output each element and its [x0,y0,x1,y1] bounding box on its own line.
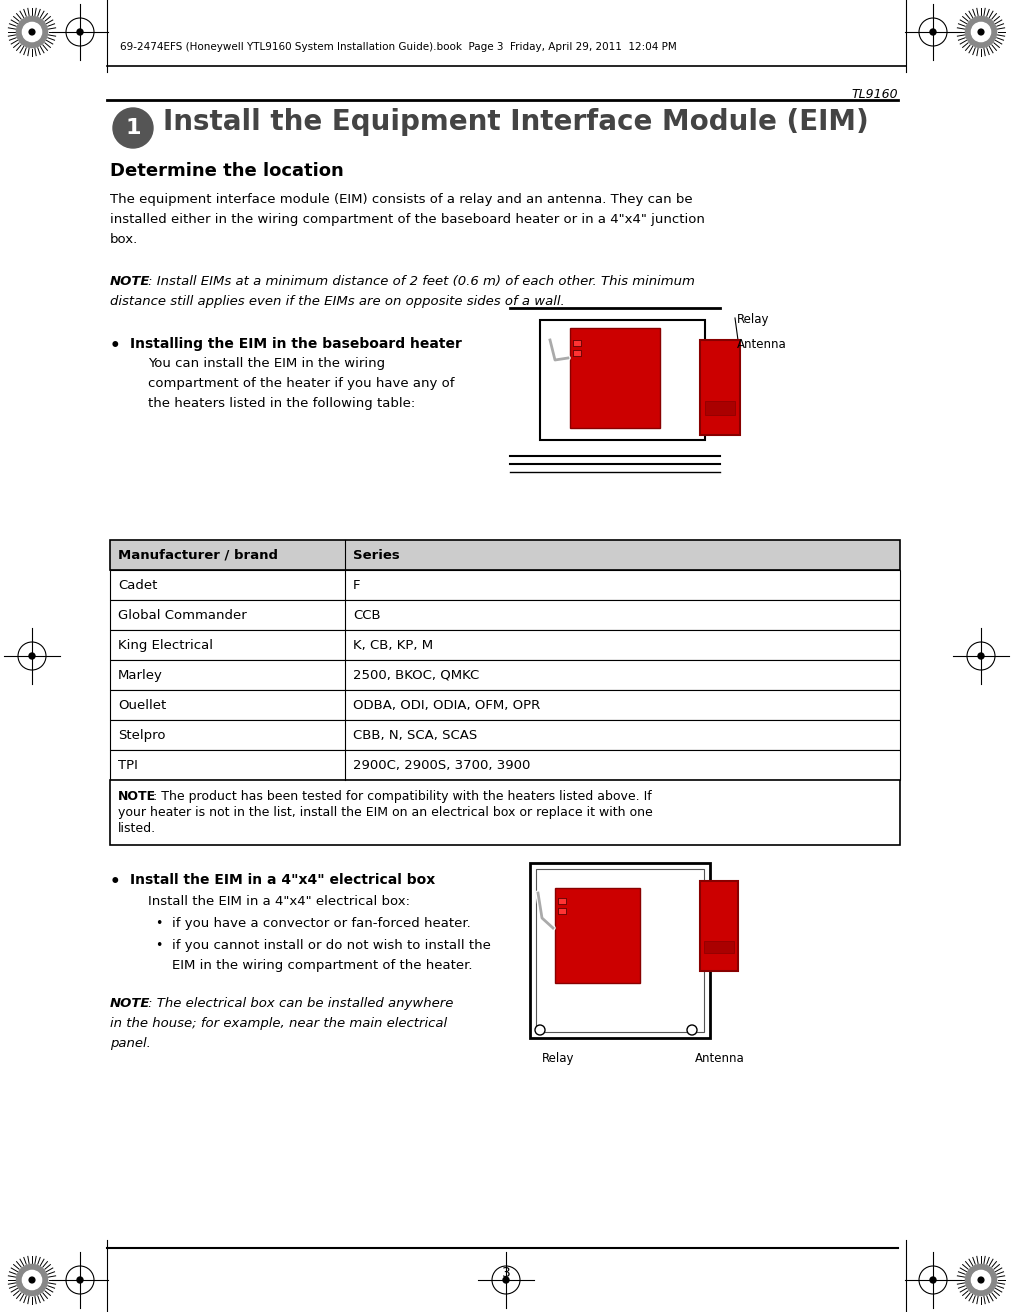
Text: NOTE: NOTE [110,997,150,1010]
Text: panel.: panel. [110,1036,151,1050]
Text: Install the EIM in a 4"x4" electrical box: Install the EIM in a 4"x4" electrical bo… [130,872,436,887]
Text: K, CB, KP, M: K, CB, KP, M [353,639,434,652]
Text: Manufacturer / brand: Manufacturer / brand [118,548,278,562]
Circle shape [979,29,984,35]
Circle shape [978,653,984,659]
Circle shape [22,22,42,42]
Circle shape [77,1277,83,1283]
Text: Global Commander: Global Commander [118,609,247,622]
Text: CBB, N, SCA, SCAS: CBB, N, SCA, SCAS [353,729,477,743]
Bar [110,660,900,690]
Text: in the house; for example, near the main electrical: in the house; for example, near the main… [110,1017,447,1030]
Circle shape [16,17,48,47]
Circle shape [930,1277,936,1283]
Text: F: F [353,579,361,592]
Circle shape [503,1277,509,1283]
Circle shape [16,1265,48,1296]
Text: 3: 3 [501,1266,511,1281]
Text: box.: box. [110,234,138,247]
Text: You can install the EIM in the wiring: You can install the EIM in the wiring [148,357,385,370]
Text: King Electrical: King Electrical [118,639,213,652]
Bar [558,897,566,904]
Text: Relay: Relay [542,1052,574,1065]
Bar [110,630,900,660]
Bar [110,720,900,750]
Circle shape [971,22,991,42]
Bar [530,863,710,1038]
Bar [536,869,704,1033]
Bar [704,941,734,953]
Bar [110,569,900,600]
Text: •: • [110,872,121,891]
Text: the heaters listed in the following table:: the heaters listed in the following tabl… [148,398,415,409]
Text: your heater is not in the list, install the EIM on an electrical box or replace : your heater is not in the list, install … [118,806,652,819]
Text: The equipment interface module (EIM) consists of a relay and an antenna. They ca: The equipment interface module (EIM) con… [110,193,693,206]
Text: Marley: Marley [118,669,163,682]
Circle shape [965,1265,997,1296]
Bar [540,320,705,440]
Text: Stelpro: Stelpro [118,729,165,743]
Circle shape [535,1025,545,1035]
Text: compartment of the heater if you have any of: compartment of the heater if you have an… [148,377,455,390]
Circle shape [29,1277,34,1283]
Text: Ouellet: Ouellet [118,699,166,712]
Text: if you have a convector or fan-forced heater.: if you have a convector or fan-forced he… [172,917,471,930]
Text: : Install EIMs at a minimum distance of 2 feet (0.6 m) of each other. This minim: : Install EIMs at a minimum distance of … [148,276,695,289]
Bar [110,600,900,630]
Text: ODBA, ODI, ODIA, OFM, OPR: ODBA, ODI, ODIA, OFM, OPR [353,699,540,712]
Circle shape [965,17,997,47]
Circle shape [930,29,936,35]
Text: TPI: TPI [118,760,138,771]
Circle shape [29,653,35,659]
Bar [700,340,741,436]
Text: Installing the EIM in the baseboard heater: Installing the EIM in the baseboard heat… [130,337,462,352]
Circle shape [971,1270,991,1290]
Text: 1: 1 [126,118,141,138]
Text: listed.: listed. [118,823,156,834]
Text: •: • [155,939,162,953]
Bar [573,350,581,356]
Text: Antenna: Antenna [695,1052,745,1065]
Text: Relay: Relay [737,314,770,325]
Bar [573,340,581,346]
Text: 69-2474EFS (Honeywell YTL9160 System Installation Guide).book  Page 3  Friday, A: 69-2474EFS (Honeywell YTL9160 System Ins… [120,42,677,52]
Bar [705,401,735,415]
Text: TL9160: TL9160 [851,88,898,101]
Circle shape [113,108,153,148]
Bar [110,750,900,781]
Text: Cadet: Cadet [118,579,157,592]
Text: 2900C, 2900S, 3700, 3900: 2900C, 2900S, 3700, 3900 [353,760,531,771]
Text: NOTE: NOTE [110,276,150,289]
Text: if you cannot install or do not wish to install the: if you cannot install or do not wish to … [172,939,491,953]
Bar [110,541,900,569]
Bar [110,690,900,720]
Circle shape [979,1277,984,1283]
Text: EIM in the wiring compartment of the heater.: EIM in the wiring compartment of the hea… [172,959,472,972]
Text: : The electrical box can be installed anywhere: : The electrical box can be installed an… [148,997,454,1010]
Circle shape [77,29,83,35]
Circle shape [22,1270,42,1290]
Text: Install the EIM in a 4"x4" electrical box:: Install the EIM in a 4"x4" electrical bo… [148,895,410,908]
Bar [700,880,738,971]
Bar [558,908,566,914]
Text: : The product has been tested for compatibility with the heaters listed above. I: : The product has been tested for compat… [153,790,651,803]
Text: CCB: CCB [353,609,381,622]
Bar [570,328,660,428]
Bar [555,888,640,983]
Bar [110,781,900,845]
Circle shape [29,29,34,35]
Text: Series: Series [353,548,400,562]
Text: installed either in the wiring compartment of the baseboard heater or in a 4"x4": installed either in the wiring compartme… [110,213,705,226]
Circle shape [687,1025,697,1035]
Text: NOTE: NOTE [118,790,156,803]
Text: Install the Equipment Interface Module (EIM): Install the Equipment Interface Module (… [163,108,869,136]
Text: •: • [110,337,121,356]
Text: 2500, BKOC, QMKC: 2500, BKOC, QMKC [353,669,479,682]
Text: Determine the location: Determine the location [110,161,343,180]
Text: distance still applies even if the EIMs are on opposite sides of a wall.: distance still applies even if the EIMs … [110,295,565,308]
Text: Antenna: Antenna [737,338,787,352]
Text: •: • [155,917,162,930]
